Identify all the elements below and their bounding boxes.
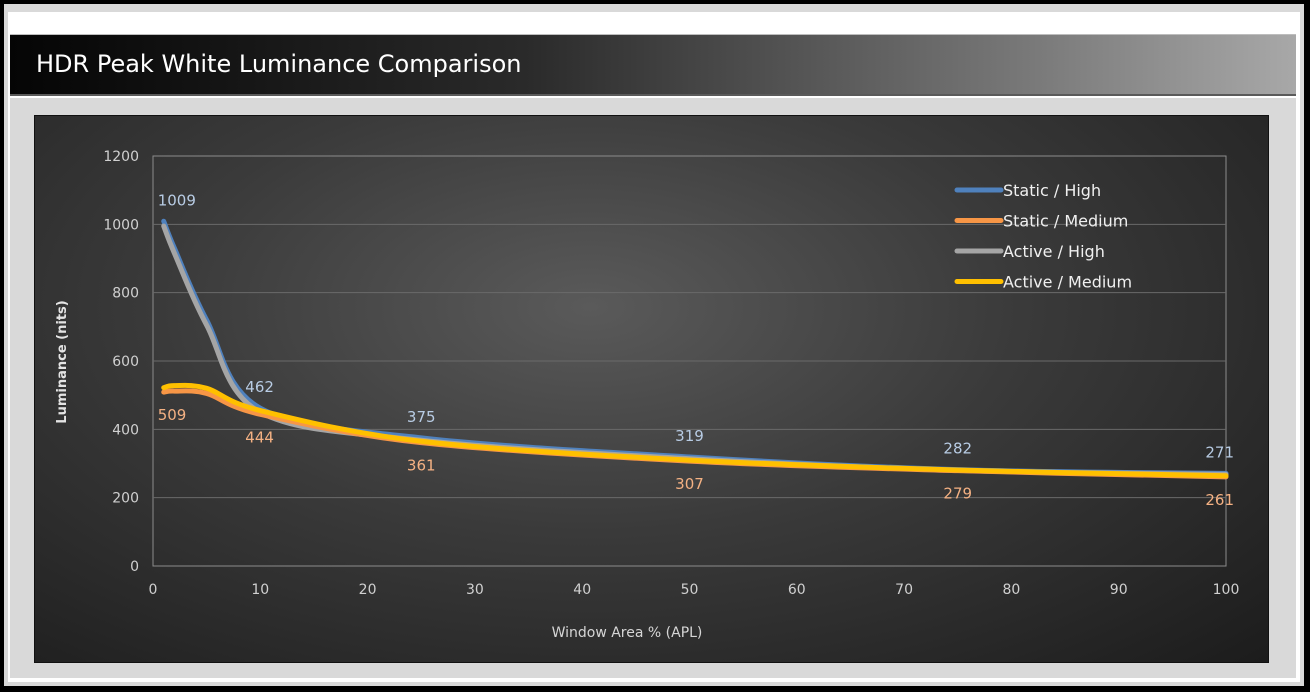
y-axis-title: Luminance (nits) — [55, 300, 70, 423]
series-layer — [161, 218, 1229, 480]
legend-label-active-high: Active / High — [1003, 242, 1105, 261]
data-label: 279 — [943, 485, 972, 503]
x-tick-label: 60 — [788, 582, 806, 598]
x-tick-label: 10 — [251, 582, 269, 598]
x-tick-label: 0 — [149, 582, 158, 598]
x-tick-label: 20 — [359, 582, 377, 598]
y-tick-label: 800 — [112, 286, 139, 302]
x-axis-title: Window Area % (APL) — [552, 625, 703, 641]
x-tick-label: 80 — [1002, 582, 1020, 598]
x-tick-label: 90 — [1110, 582, 1128, 598]
chart-svg: 0 200 400 600 800 1000 1200 0 10 20 30 40 50 60 70 80 90… — [55, 149, 1239, 641]
data-label: 261 — [1205, 491, 1234, 509]
x-tick-label: 70 — [895, 582, 913, 598]
chart-panel: 0 200 400 600 800 1000 1200 0 10 20 30 40 50 60 70 80 90… — [34, 115, 1269, 663]
data-label: 361 — [407, 457, 436, 475]
data-label: 282 — [943, 440, 972, 458]
data-label: 375 — [407, 408, 436, 426]
y-tick-label: 0 — [130, 559, 139, 575]
legend-label-static-medium: Static / Medium — [1003, 212, 1128, 231]
y-tick-label: 600 — [112, 354, 139, 370]
x-tick-label: 30 — [466, 582, 484, 598]
legend-label-active-medium: Active / Medium — [1003, 273, 1132, 292]
data-label: 462 — [245, 378, 274, 396]
data-label: 509 — [158, 406, 187, 424]
y-tick-label: 200 — [112, 491, 139, 507]
axis-layer: 0 200 400 600 800 1000 1200 0 10 20 30 40 50 60 70 80 90… — [103, 149, 1239, 598]
data-label: 271 — [1205, 443, 1234, 461]
data-label: 307 — [675, 475, 704, 493]
y-tick-label: 1200 — [103, 149, 139, 165]
grid-layer — [152, 155, 1227, 567]
data-label: 319 — [675, 427, 704, 445]
chart-title: HDR Peak White Luminance Comparison — [36, 50, 522, 78]
data-label: 1009 — [158, 191, 196, 209]
x-tick-label: 40 — [573, 582, 591, 598]
series-line-active-medium — [161, 382, 1229, 479]
x-tick-label: 100 — [1213, 582, 1240, 598]
legend: Static / High Static / Medium Active / Hig… — [954, 181, 1132, 292]
legend-label-static-high: Static / High — [1003, 181, 1101, 200]
data-label: 444 — [245, 428, 274, 446]
y-tick-label: 1000 — [103, 217, 139, 233]
x-tick-label: 50 — [681, 582, 699, 598]
title-bar: HDR Peak White Luminance Comparison — [10, 34, 1296, 96]
y-tick-label: 400 — [112, 422, 139, 438]
data-label-layer: 1009 462 375 319 282 271 509 444 361 307 279 261 — [158, 191, 1234, 509]
